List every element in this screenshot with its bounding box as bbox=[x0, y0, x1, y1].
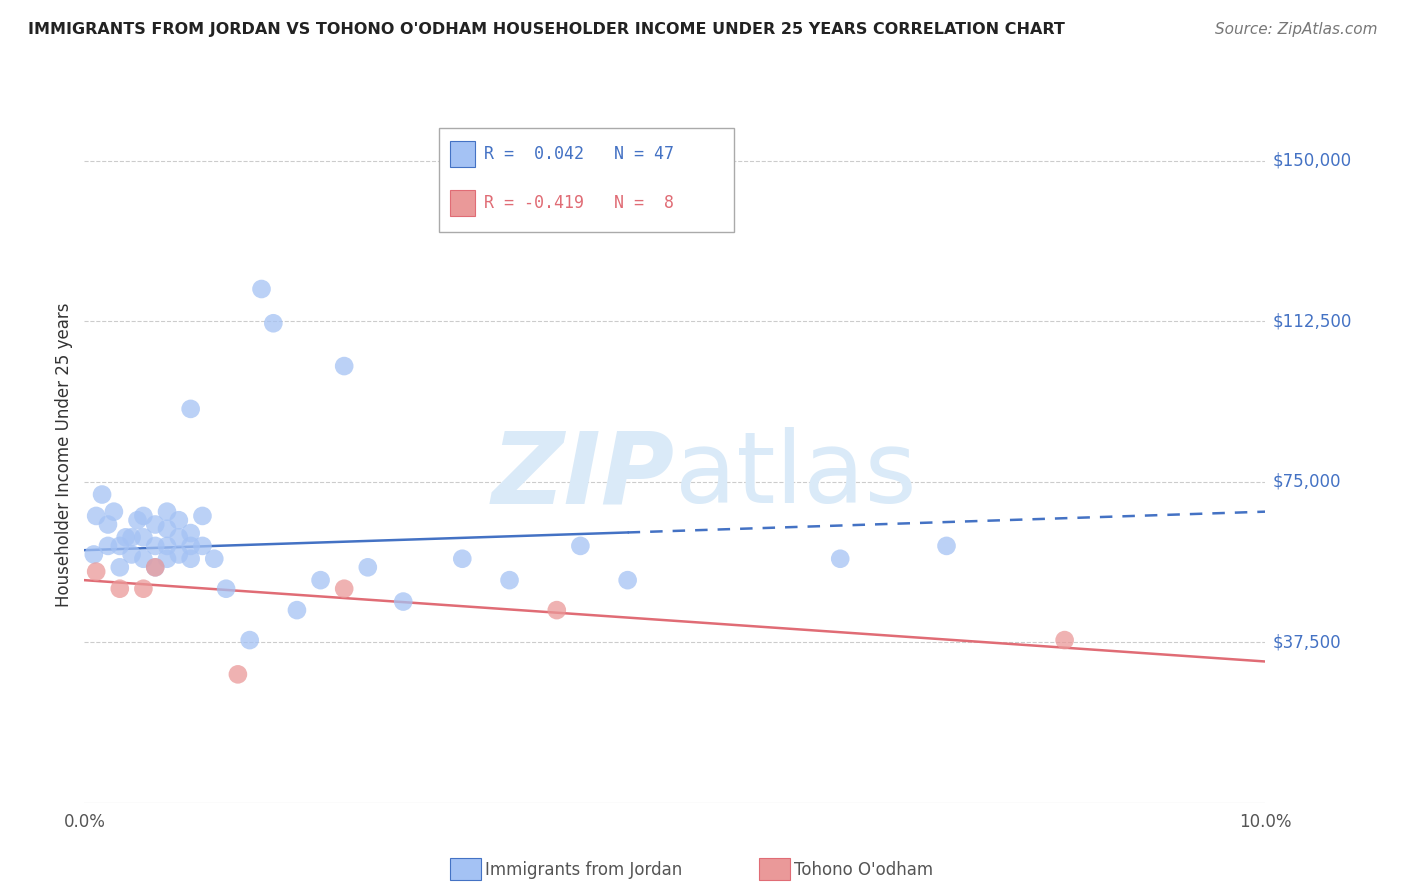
Text: atlas: atlas bbox=[675, 427, 917, 524]
Point bbox=[226, 667, 249, 681]
Point bbox=[84, 508, 107, 523]
Point bbox=[84, 565, 107, 579]
Point bbox=[103, 505, 125, 519]
Point bbox=[239, 633, 262, 648]
Point bbox=[392, 594, 415, 608]
Point bbox=[202, 551, 225, 566]
Point bbox=[108, 539, 131, 553]
Point bbox=[1053, 633, 1076, 648]
Text: Source: ZipAtlas.com: Source: ZipAtlas.com bbox=[1215, 22, 1378, 37]
Text: R =  0.042   N = 47: R = 0.042 N = 47 bbox=[484, 145, 673, 163]
Point bbox=[180, 539, 202, 553]
Point bbox=[143, 517, 166, 532]
Point bbox=[97, 517, 120, 532]
Point bbox=[451, 551, 474, 566]
Point bbox=[167, 530, 190, 544]
Text: R = -0.419   N =  8: R = -0.419 N = 8 bbox=[484, 194, 673, 212]
Point bbox=[309, 573, 332, 587]
Point bbox=[156, 551, 179, 566]
Point bbox=[156, 522, 179, 536]
Text: $112,500: $112,500 bbox=[1272, 312, 1351, 330]
Text: ZIP: ZIP bbox=[492, 427, 675, 524]
Point bbox=[91, 487, 114, 501]
Point bbox=[250, 282, 273, 296]
Point bbox=[262, 316, 284, 330]
Point bbox=[180, 526, 202, 541]
Point bbox=[167, 548, 190, 562]
Point bbox=[108, 582, 131, 596]
Point bbox=[830, 551, 852, 566]
Point bbox=[143, 560, 166, 574]
Point bbox=[132, 530, 155, 544]
Point bbox=[191, 539, 214, 553]
Point bbox=[180, 551, 202, 566]
Point bbox=[935, 539, 957, 553]
Point bbox=[97, 539, 120, 553]
Text: $150,000: $150,000 bbox=[1272, 152, 1351, 169]
Point bbox=[132, 508, 155, 523]
Point bbox=[114, 530, 136, 544]
Point bbox=[156, 539, 179, 553]
Point bbox=[143, 539, 166, 553]
Point bbox=[191, 508, 214, 523]
Point bbox=[121, 530, 143, 544]
Point bbox=[333, 359, 356, 373]
Point bbox=[121, 548, 143, 562]
Point bbox=[108, 560, 131, 574]
Text: $75,000: $75,000 bbox=[1272, 473, 1341, 491]
Point bbox=[498, 573, 520, 587]
Point bbox=[215, 582, 238, 596]
Y-axis label: Householder Income Under 25 years: Householder Income Under 25 years bbox=[55, 302, 73, 607]
Point bbox=[180, 401, 202, 416]
Point bbox=[357, 560, 380, 574]
Point bbox=[127, 513, 149, 527]
Point bbox=[167, 513, 190, 527]
Point bbox=[616, 573, 638, 587]
Point bbox=[83, 548, 105, 562]
Point bbox=[143, 560, 166, 574]
Point bbox=[132, 551, 155, 566]
Text: IMMIGRANTS FROM JORDAN VS TOHONO O'ODHAM HOUSEHOLDER INCOME UNDER 25 YEARS CORRE: IMMIGRANTS FROM JORDAN VS TOHONO O'ODHAM… bbox=[28, 22, 1064, 37]
Point bbox=[132, 582, 155, 596]
Text: $37,500: $37,500 bbox=[1272, 633, 1341, 651]
Point bbox=[285, 603, 308, 617]
Point bbox=[569, 539, 592, 553]
Point bbox=[156, 505, 179, 519]
Point bbox=[546, 603, 568, 617]
Text: Tohono O'odham: Tohono O'odham bbox=[794, 861, 934, 879]
Point bbox=[333, 582, 356, 596]
Text: Immigrants from Jordan: Immigrants from Jordan bbox=[485, 861, 682, 879]
